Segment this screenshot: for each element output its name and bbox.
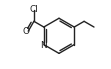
Text: Cl: Cl — [30, 5, 39, 14]
Text: N: N — [40, 41, 47, 50]
Text: O: O — [23, 27, 30, 36]
